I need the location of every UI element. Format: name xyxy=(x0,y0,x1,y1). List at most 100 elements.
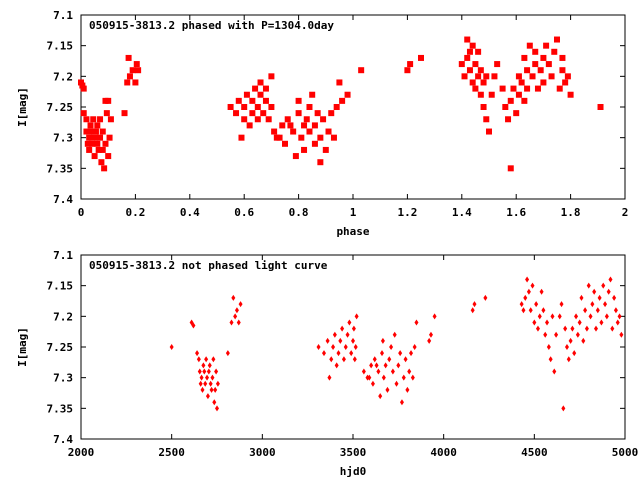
data-point xyxy=(191,322,196,329)
data-point xyxy=(88,128,95,135)
data-point xyxy=(418,54,424,61)
data-point xyxy=(530,282,535,289)
data-point xyxy=(380,350,385,357)
data-point xyxy=(617,313,622,320)
data-point xyxy=(98,159,105,166)
data-point xyxy=(97,116,104,123)
data-point xyxy=(464,54,471,61)
data-point xyxy=(556,85,563,92)
data-point xyxy=(466,48,473,55)
data-point xyxy=(407,368,412,375)
data-point xyxy=(403,356,408,363)
x-tick-label: 1 xyxy=(350,206,357,219)
data-point xyxy=(599,319,604,326)
data-point xyxy=(332,331,337,338)
data-point xyxy=(265,116,272,123)
data-point xyxy=(317,159,324,166)
data-point xyxy=(545,319,550,326)
data-point xyxy=(480,104,487,110)
data-point xyxy=(608,276,613,283)
data-point xyxy=(574,313,579,320)
data-point xyxy=(202,368,207,375)
data-point xyxy=(562,79,569,86)
data-point xyxy=(325,337,330,344)
data-point xyxy=(612,294,617,301)
data-point xyxy=(80,85,87,92)
data-point xyxy=(86,134,93,141)
data-point xyxy=(254,116,261,123)
data-point xyxy=(354,313,359,320)
data-point xyxy=(344,91,351,98)
data-point xyxy=(329,356,334,363)
y-tick-label: 7.1 xyxy=(53,249,73,262)
data-point xyxy=(534,85,541,92)
data-point xyxy=(262,97,269,104)
x-tick-label: 5000 xyxy=(612,446,639,459)
data-point xyxy=(521,307,526,314)
data-point xyxy=(548,73,555,80)
x-tick-label: 1.8 xyxy=(561,206,581,219)
data-point xyxy=(212,399,217,406)
y-tick-label: 7.35 xyxy=(47,402,74,415)
data-point xyxy=(83,128,90,135)
data-point xyxy=(126,73,133,80)
data-point xyxy=(577,319,582,326)
data-point xyxy=(260,110,267,117)
data-point xyxy=(575,331,580,338)
data-point xyxy=(303,116,310,123)
data-point xyxy=(369,362,374,369)
data-point xyxy=(381,374,386,381)
plot2-xlabel: hjd0 xyxy=(340,465,367,478)
y-tick-label: 7.2 xyxy=(53,310,73,323)
data-point xyxy=(532,319,537,326)
data-point xyxy=(559,301,564,308)
data-point xyxy=(374,362,379,369)
data-point xyxy=(539,288,544,295)
data-point xyxy=(292,153,299,160)
data-point xyxy=(311,140,318,147)
data-point xyxy=(215,405,219,412)
data-point xyxy=(543,331,548,338)
data-point xyxy=(541,307,546,314)
data-point xyxy=(238,134,245,141)
data-point xyxy=(592,288,597,295)
data-point xyxy=(405,386,410,393)
data-point xyxy=(295,110,302,117)
data-point xyxy=(327,374,332,381)
data-point xyxy=(370,380,375,387)
data-point xyxy=(198,380,203,387)
data-point xyxy=(537,67,544,74)
data-point xyxy=(519,301,524,308)
data-point xyxy=(523,294,528,301)
data-point xyxy=(330,134,337,141)
data-point xyxy=(351,325,356,332)
data-point xyxy=(581,337,586,344)
data-point xyxy=(331,344,336,350)
x-tick-label: 2500 xyxy=(158,446,185,459)
data-point xyxy=(597,294,602,301)
data-point xyxy=(390,368,395,375)
data-point xyxy=(475,48,482,55)
plot1-title: 050915-3813.2 phased with P=1304.0day xyxy=(89,19,334,32)
data-point xyxy=(121,110,128,117)
data-point xyxy=(532,48,539,55)
y-tick-label: 7.15 xyxy=(47,40,74,53)
data-point xyxy=(320,116,327,123)
data-point xyxy=(584,325,589,332)
data-point xyxy=(339,97,346,104)
data-point xyxy=(604,313,609,320)
data-point xyxy=(414,319,419,326)
data-point xyxy=(526,42,533,49)
x-tick-label: 0.2 xyxy=(125,206,145,219)
data-point xyxy=(472,301,477,308)
data-point xyxy=(234,307,239,314)
y-tick-label: 7.25 xyxy=(47,101,74,114)
data-point xyxy=(545,61,552,68)
data-point xyxy=(336,79,343,86)
data-point xyxy=(521,54,528,61)
data-point xyxy=(491,73,498,80)
data-point xyxy=(105,97,112,104)
data-point xyxy=(524,85,531,92)
data-point xyxy=(268,104,275,110)
